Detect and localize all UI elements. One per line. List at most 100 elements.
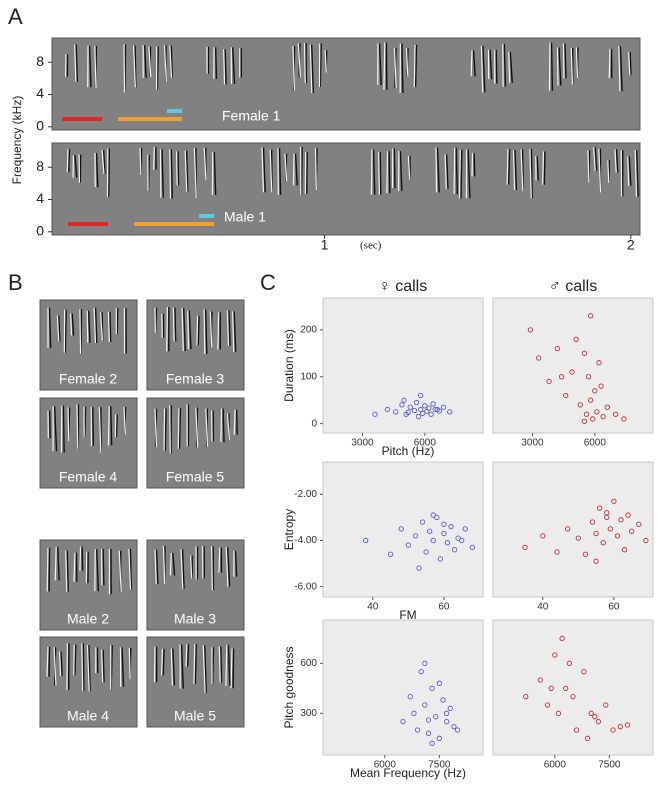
syllable [563,43,564,78]
syllable-shadow [565,43,566,78]
y-tick-label: 8 [36,53,44,69]
call-bar [62,117,102,121]
syllable-shadow [93,407,94,446]
syllable-shadow [75,645,76,675]
plot-area [323,620,483,755]
y-tick-label: -2.00 [294,489,317,500]
syllable-shadow [85,407,86,437]
thumbnail-label: Female 4 [59,469,118,485]
syllable-shadow [82,547,83,571]
syllable [387,151,388,193]
syllable-shadow [221,647,222,683]
thumbnail: Female 3 [147,300,244,390]
syllable [173,308,174,341]
y-tick-label: 0 [36,222,44,238]
syllable-shadow [149,155,150,191]
syllable-shadow [198,316,199,345]
syllable [170,405,171,453]
syllable-shadow [416,45,417,87]
x-tick-label: 6000 [544,760,567,771]
syllable [460,150,461,199]
syllable [68,408,69,442]
thumbnail: Female 2 [40,300,137,390]
call-bar [134,222,214,226]
syllable-shadow [223,408,224,442]
x-axis-label: Pitch (Hz) [382,444,435,458]
y-tick-label: -6.00 [294,581,317,592]
thumbnail-label: Male 4 [67,708,109,724]
x-tick-label: 60 [608,602,620,613]
syllable-shadow [179,408,180,449]
syllable [197,316,198,345]
syllable-shadow [389,151,390,193]
syllable-shadow [496,50,497,84]
column-title: ♂ calls [549,278,597,295]
track-name: Female 1 [222,108,281,124]
syllable [170,149,171,198]
syllable-shadow [195,644,196,684]
x-tick-label: 60 [438,602,450,613]
y-tick-label: 0 [36,117,44,133]
thumbnail: Male 5 [147,637,244,727]
syllable-shadow [380,152,381,194]
syllable [609,49,610,78]
syllable [414,45,415,87]
thumbnail-label: Female 3 [166,371,225,387]
syllable [472,153,473,176]
panel-label: C [260,270,276,295]
thumbnail-label: Female 2 [59,371,118,387]
thumbnail-label: Male 3 [174,611,216,627]
y-axis-label: Pitch goodness [282,646,296,728]
syllable-shadow [394,148,395,188]
syllable [67,643,68,690]
syllable-shadow [165,408,166,450]
syllable-shadow [461,150,462,199]
syllable [77,404,78,448]
panel-label: A [8,4,23,29]
y-tick-label: 4 [36,190,44,206]
thumbnail-label: Female 5 [166,469,225,485]
x-tick-label: 6000 [584,438,607,449]
syllable-shadow [163,649,164,676]
syllable [129,648,130,679]
syllable [454,148,455,194]
syllable [124,45,125,93]
syllable [87,311,88,343]
call-bar [199,214,214,218]
x-tick-label: 40 [367,602,379,613]
thumbnail: Male 2 [40,540,137,630]
thumbnail-label: Male 2 [67,611,109,627]
syllable-shadow [537,156,538,180]
syllable [188,311,189,349]
call-bar [167,109,182,113]
syllable-shadow [216,47,217,79]
y-tick-label: 100 [300,371,317,382]
y-tick-label: 600 [300,658,317,669]
syllable [108,406,109,445]
syllable-shadow [237,410,238,435]
y-tick-label: 200 [300,325,317,336]
syllable-shadow [103,650,104,683]
syllable-shadow [225,49,226,84]
syllable-shadow [117,415,118,437]
syllable-shadow [171,149,172,198]
x-tick-label: 7500 [598,760,621,771]
x-axis-label: Mean Frequency (Hz) [350,766,466,780]
syllable-shadow [117,308,118,334]
syllable [212,546,213,590]
x-tick-label: 1 [321,237,329,253]
panel-label: B [8,270,23,295]
call-bar [118,117,182,121]
y-axis-label: Frequency (kHz) [10,96,24,185]
syllable [221,408,222,442]
syllable [436,147,437,192]
track-name: Male 1 [224,209,266,225]
plot-area [493,620,653,755]
syllable-shadow [544,152,545,185]
syllable-shadow [111,645,112,690]
x-tick-label: 40 [537,602,549,613]
x-tick-label: 2 [627,237,635,253]
syllable [293,154,294,186]
